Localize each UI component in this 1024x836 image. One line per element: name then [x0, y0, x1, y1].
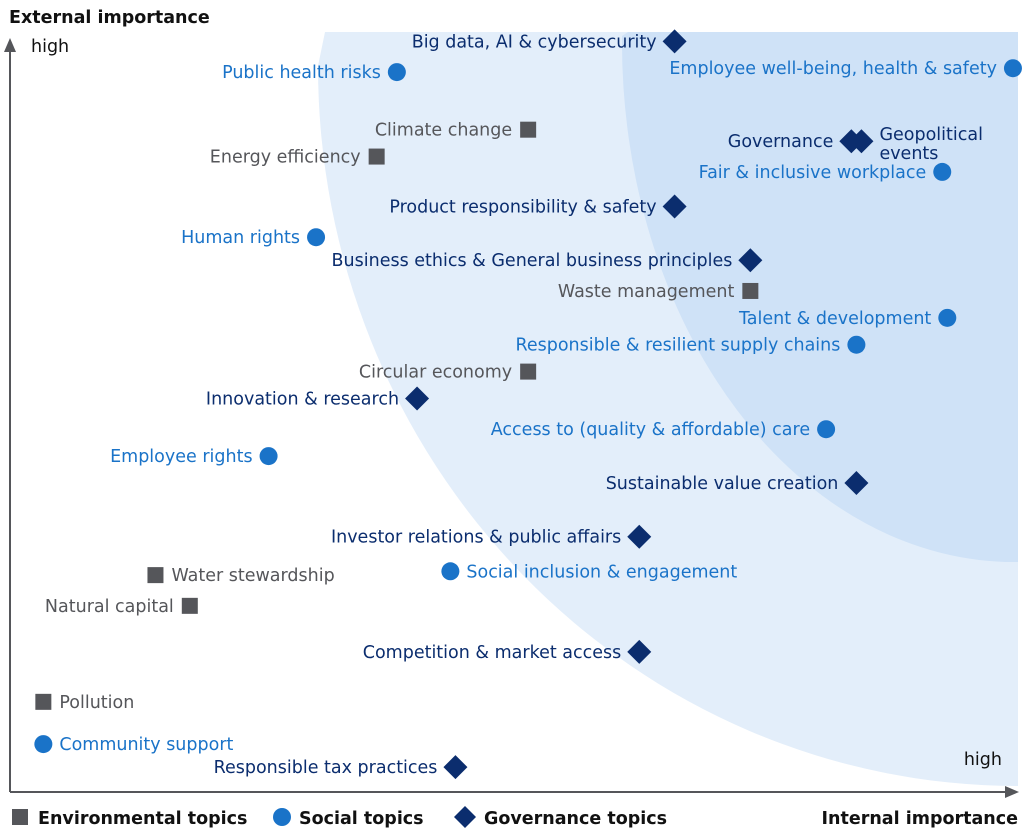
legend: Environmental topics Social topics Gover… [12, 806, 667, 829]
legend-environmental-marker [12, 809, 28, 825]
point-marker-waste-management [742, 282, 759, 299]
point-marker-human-rights [307, 228, 326, 247]
importance-zones [318, 32, 1018, 786]
point-label-big-data-ai-cybersecurity: Big data, AI & cybersecurity [412, 32, 657, 52]
point-label-geopolitical-events: Geopolitical events [879, 125, 983, 164]
point-marker-employee-rights [259, 447, 278, 466]
point-marker-talent-development [938, 308, 957, 327]
point-marker-access-to-quality-affordable-care [817, 420, 836, 439]
point-label-social-inclusion-engagement: Social inclusion & engagement [466, 562, 737, 582]
point-label-talent-development: Talent & development [738, 309, 931, 329]
point-marker-water-stewardship [147, 567, 164, 584]
point-marker-pollution [35, 693, 52, 710]
y-axis-title: External importance [9, 8, 210, 28]
point-label-community-support: Community support [59, 735, 233, 755]
point-marker-responsible-tax-practices [443, 755, 468, 780]
zone-very-high [621, 32, 1018, 563]
point-marker-natural-capital [181, 597, 198, 614]
point-label-responsible-resilient-supply-chains: Responsible & resilient supply chains [515, 336, 840, 356]
point-label-public-health-risks: Public health risks [222, 63, 381, 83]
point-label-waste-management: Waste management [558, 282, 735, 302]
point-label-investor-relations-public-affairs: Investor relations & public affairs [331, 528, 621, 548]
legend-governance-label: Governance topics [484, 809, 667, 829]
point-label-fair-inclusive-workplace: Fair & inclusive workplace [699, 163, 927, 183]
point-marker-social-inclusion-engagement [441, 562, 460, 581]
point-marker-innovation-research [405, 386, 430, 411]
point-label-governance: Governance [728, 132, 834, 152]
point-marker-geopolitical-events [849, 129, 874, 154]
point-marker-energy-efficiency [368, 148, 385, 165]
point-marker-competition-market-access [627, 639, 652, 664]
legend-governance-marker [454, 806, 476, 828]
point-marker-public-health-risks [387, 63, 406, 82]
x-axis-arrow [1005, 786, 1019, 798]
point-marker-business-ethics-general-business-principles [738, 248, 763, 273]
point-marker-sustainable-value-creation [844, 470, 869, 495]
point-marker-big-data-ai-cybersecurity [662, 29, 687, 54]
legend-social-marker [273, 808, 291, 826]
point-marker-fair-inclusive-workplace [933, 162, 952, 181]
point-label-natural-capital: Natural capital [45, 597, 174, 617]
point-marker-investor-relations-public-affairs [627, 524, 652, 549]
point-label-circular-economy: Circular economy [359, 363, 512, 383]
point-label-human-rights: Human rights [181, 228, 300, 248]
point-label-pollution: Pollution [59, 693, 134, 713]
point-label-business-ethics-general-business-principles: Business ethics & General business princ… [332, 251, 733, 271]
point-label-innovation-research: Innovation & research [206, 389, 399, 409]
point-marker-product-responsibility-safety [662, 194, 687, 219]
point-label-access-to-quality-affordable-care: Access to (quality & affordable) care [491, 420, 810, 440]
point-label-energy-efficiency: Energy efficiency [210, 148, 361, 168]
point-marker-community-support [34, 735, 53, 754]
y-axis-tick-high: high [31, 37, 69, 57]
point-label-water-stewardship: Water stewardship [171, 566, 334, 586]
axes: External importance high high Internal i… [4, 8, 1019, 829]
legend-environmental-label: Environmental topics [38, 809, 247, 829]
point-marker-responsible-resilient-supply-chains [847, 335, 866, 354]
point-label-employee-well-being-health-safety: Employee well-being, health & safety [669, 59, 997, 79]
point-marker-circular-economy [520, 363, 537, 380]
x-axis-tick-high: high [964, 750, 1002, 770]
y-axis-arrow [4, 38, 16, 52]
point-label-competition-market-access: Competition & market access [363, 643, 622, 663]
x-axis-title: Internal importance [822, 809, 1019, 829]
point-label-climate-change: Climate change [375, 121, 512, 141]
point-label-responsible-tax-practices: Responsible tax practices [214, 758, 438, 778]
point-marker-climate-change [520, 121, 537, 138]
point-label-product-responsibility-safety: Product responsibility & safety [389, 197, 656, 217]
legend-social-label: Social topics [299, 809, 424, 829]
point-label-employee-rights: Employee rights [110, 447, 252, 467]
point-label-sustainable-value-creation: Sustainable value creation [606, 474, 839, 494]
point-marker-employee-well-being-health-safety [1003, 59, 1022, 78]
data-points: Big data, AI & cybersecurity Public healt… [34, 29, 1022, 780]
